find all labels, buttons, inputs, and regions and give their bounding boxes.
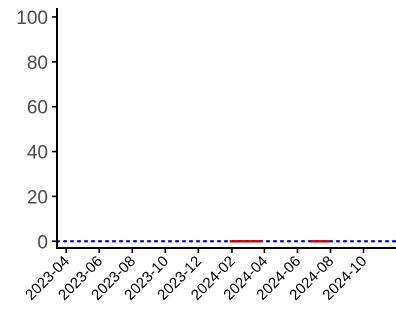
y-tick-label: 60 <box>27 98 48 119</box>
axis-layer <box>56 8 396 249</box>
y-tick-label: 80 <box>27 53 48 74</box>
y-tick-layer: 0 20 40 60 80 100 <box>16 8 57 253</box>
y-tick-label: 40 <box>27 143 48 164</box>
y-tick-label: 100 <box>16 8 48 29</box>
x-tick-layer: 2023-042023-062023-082023-102023-122024-… <box>22 248 370 304</box>
y-tick-label: 0 <box>37 232 48 253</box>
y-tick-label: 20 <box>27 187 48 208</box>
